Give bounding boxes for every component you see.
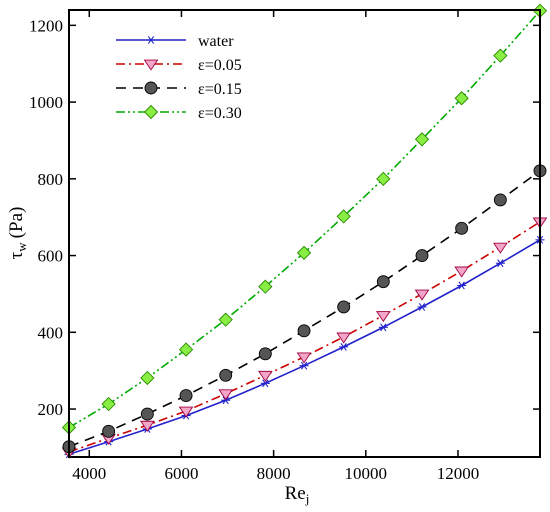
series-2-point-2: [140, 407, 154, 421]
series-3-point-1: [101, 396, 116, 412]
series-2-point-4: [219, 368, 233, 382]
legend-marker-0: [146, 36, 156, 44]
y-tick-label-1000: 1000: [29, 93, 63, 112]
x-axis-title: Rej: [285, 483, 310, 506]
series-0-point-9: [417, 303, 427, 311]
x-tick-label-10000: 10000: [345, 464, 388, 483]
x-axis-title-sub: j: [305, 491, 310, 506]
series-2-point-3: [179, 389, 193, 403]
y-tick-label-600: 600: [38, 247, 64, 266]
series-1-point-5: [257, 370, 273, 382]
series-1-point-9: [414, 289, 430, 301]
series-0-point-6: [299, 361, 309, 370]
series-2-point-8: [376, 275, 390, 289]
legend: water ε=0.05 ε=0.15 ε=0.30: [116, 33, 242, 122]
series-3-point-6: [296, 245, 312, 261]
plot-frame: [68, 9, 541, 458]
legend-label-0: water: [198, 33, 234, 50]
series-1-point-11: [493, 242, 508, 254]
series-layer: [61, 3, 548, 459]
series-0-point-5: [260, 379, 270, 388]
x-tick-label-8000: 8000: [257, 464, 291, 483]
x-tick-label-6000: 6000: [164, 464, 198, 483]
series-1-point-7: [336, 332, 352, 344]
series-2-point-10: [455, 221, 469, 235]
series-1-point-6: [296, 352, 312, 364]
series-1-point-4: [218, 389, 234, 401]
series-3-point-9: [414, 132, 430, 147]
series-2-point-1: [102, 424, 116, 438]
tick-layer: 4000 6000 8000 10000 12000 200 400 600 800 1000 12…: [29, 10, 540, 483]
y-axis-title-sub: w: [14, 242, 29, 252]
series-1-point-2: [140, 420, 155, 432]
series-3-point-11: [493, 48, 508, 63]
series-1-point-10: [454, 266, 469, 278]
series-3-point-2: [140, 370, 155, 386]
legend-label-1: ε=0.05: [198, 57, 242, 74]
legend-label-2: ε=0.15: [198, 81, 242, 98]
series-2-point-9: [415, 249, 429, 263]
y-tick-label-200: 200: [38, 400, 64, 419]
series-3-point-5: [258, 279, 273, 294]
legend-marker-1: [143, 59, 159, 71]
series-0-point-7: [339, 342, 349, 351]
series-1-point-8: [375, 311, 391, 323]
y-axis-title: τw (Pa): [6, 207, 29, 260]
legend-marker-2: [144, 81, 158, 95]
y-tick-label-1200: 1200: [29, 16, 63, 35]
y-tick-label-800: 800: [38, 170, 64, 189]
series-3-point-3: [178, 342, 194, 357]
series-2-point-7: [337, 300, 351, 314]
plot-area: [69, 10, 540, 457]
series-3-point-7: [336, 209, 351, 224]
legend-label-3: ε=0.30: [198, 105, 242, 122]
series-1-point-3: [178, 406, 194, 418]
x-tick-label-12000: 12000: [437, 464, 480, 483]
series-2-point-11: [493, 193, 507, 207]
series-0-point-8: [378, 323, 388, 332]
y-tick-label-400: 400: [38, 323, 64, 342]
series-2-point-6: [297, 324, 311, 338]
legend-marker-3: [143, 104, 159, 120]
series-2-point-5: [258, 347, 272, 361]
series-3-point-4: [218, 312, 233, 327]
series-3-point-8: [376, 171, 391, 186]
y-axis-title-unit: (Pa): [6, 207, 27, 239]
x-tick-label-4000: 4000: [72, 464, 106, 483]
series-0-point-10: [457, 281, 467, 290]
y-axis-title-main: τ: [6, 251, 27, 259]
series-0-point-11: [495, 259, 505, 268]
x-axis-title-main: Re: [285, 483, 306, 504]
series-3-point-10: [454, 91, 469, 106]
